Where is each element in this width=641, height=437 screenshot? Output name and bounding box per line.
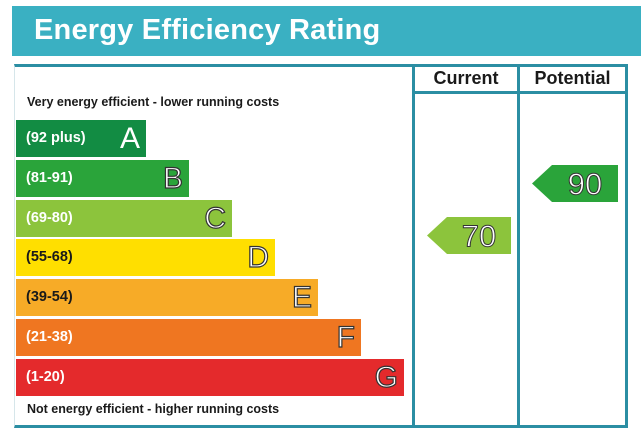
band-e-letter: E — [291, 281, 312, 315]
band-c-letter: C — [204, 201, 227, 235]
band-a-letter: A — [119, 122, 140, 155]
rating-chart-frame — [14, 64, 628, 428]
band-c-range: (69-80) — [26, 209, 73, 226]
band-a: (92 plus) A — [16, 120, 146, 157]
band-b-range: (81-91) — [26, 169, 73, 186]
current-rating-arrow — [427, 216, 511, 254]
band-f-range: (21-38) — [26, 329, 73, 345]
efficient-note: Very energy efficient - lower running co… — [27, 95, 280, 109]
inefficient-note: Not energy efficient - higher running co… — [27, 402, 280, 416]
band-f-letter: F — [336, 320, 356, 354]
band-g-range: (1-20) — [26, 368, 65, 385]
current-column-left-rule — [412, 64, 415, 428]
band-g-letter: G — [374, 360, 399, 394]
band-d-range: (55-68) — [26, 249, 73, 266]
potential-rating-arrow — [532, 164, 618, 202]
current-column-right-rule — [517, 64, 520, 428]
band-d-letter: D — [247, 241, 270, 275]
band-f: (21-38) F — [16, 319, 361, 356]
current-column-header: Current — [433, 68, 499, 88]
column-header-rule — [412, 91, 628, 94]
current-rating-pointer: 70 — [427, 216, 511, 254]
band-d: (55-68) D — [16, 239, 275, 277]
band-g: (1-20) G — [16, 358, 404, 396]
potential-column-header: Potential — [534, 68, 611, 88]
band-b: (81-91) B — [16, 159, 189, 197]
band-e-range: (39-54) — [26, 289, 73, 306]
band-c: (69-80) C — [16, 199, 232, 237]
band-b-letter: B — [162, 161, 183, 195]
potential-rating-pointer: 90 — [532, 164, 618, 202]
current-rating-value: 70 — [462, 218, 496, 253]
chart-title: Energy Efficiency Rating — [34, 14, 381, 46]
title-bar: Energy Efficiency Rating — [12, 6, 641, 56]
band-a-range: (92 plus) — [26, 130, 86, 146]
potential-rating-value: 90 — [568, 166, 602, 201]
band-e: (39-54) E — [16, 279, 318, 317]
